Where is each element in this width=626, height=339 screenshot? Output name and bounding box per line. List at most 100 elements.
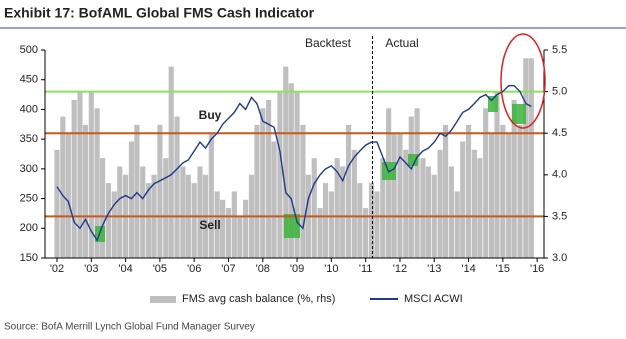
bar xyxy=(317,208,323,258)
y2-tick-label: 4.5 xyxy=(552,127,567,139)
bar xyxy=(465,124,472,258)
highlight-box xyxy=(512,104,526,124)
y-tick-label: 150 xyxy=(20,252,38,264)
bar xyxy=(260,108,266,259)
y2-tick-label: 5.0 xyxy=(552,86,567,98)
bar xyxy=(214,191,220,258)
highlight-box xyxy=(284,214,300,238)
bar xyxy=(311,158,317,258)
bar xyxy=(340,166,346,258)
legend-label: MSCI ACWI xyxy=(404,293,463,305)
bar xyxy=(157,124,163,258)
bar xyxy=(54,149,60,258)
bar xyxy=(111,191,117,258)
y-tick-label: 300 xyxy=(20,163,38,175)
bar xyxy=(357,183,363,258)
x-tick-label: '03 xyxy=(84,263,98,275)
bar xyxy=(71,99,77,258)
annotation: Actual xyxy=(385,36,418,50)
x-tick-label: '14 xyxy=(461,263,475,275)
bar xyxy=(454,191,460,258)
x-tick-label: '02 xyxy=(50,263,64,275)
bar xyxy=(386,108,392,259)
x-tick-label: '16 xyxy=(530,263,544,275)
bar xyxy=(460,141,466,258)
bar xyxy=(168,66,174,258)
bar xyxy=(368,183,375,258)
bar xyxy=(180,166,186,258)
x-tick-label: '12 xyxy=(393,263,407,275)
y-tick-label: 250 xyxy=(20,192,38,204)
bar xyxy=(471,149,477,258)
y-tick-label: 350 xyxy=(20,133,38,145)
bar xyxy=(243,199,249,258)
bar xyxy=(128,141,134,258)
bar xyxy=(65,133,71,258)
y2-tick-label: 3.0 xyxy=(552,252,567,264)
bar xyxy=(254,124,260,258)
bar xyxy=(266,99,272,258)
bar xyxy=(494,91,500,258)
x-tick-label: '06 xyxy=(187,263,201,275)
bar xyxy=(408,116,414,258)
bar xyxy=(511,99,517,258)
bar xyxy=(197,166,203,258)
legend-swatch xyxy=(150,296,176,303)
bar xyxy=(237,216,243,258)
bar xyxy=(88,91,94,258)
x-tick-label: '15 xyxy=(496,263,510,275)
x-tick-label: '04 xyxy=(118,263,132,275)
bar xyxy=(334,158,340,258)
bar xyxy=(271,141,277,258)
x-tick-label: '10 xyxy=(324,263,338,275)
bar xyxy=(191,183,197,258)
bar xyxy=(174,116,180,258)
plot-area: 150 200 250 300 350 400 450 500 3.0 3.5 4.0 4.5 5.0 5… xyxy=(20,36,567,275)
annotation: Sell xyxy=(199,218,220,232)
bar xyxy=(500,124,506,258)
bar xyxy=(82,124,89,258)
bar xyxy=(300,124,306,258)
bar xyxy=(414,108,420,259)
bar xyxy=(517,124,523,258)
bar xyxy=(420,158,426,258)
x-tick-label: '07 xyxy=(221,263,235,275)
bar xyxy=(397,133,403,258)
highlight-box xyxy=(408,154,418,166)
highlight-ellipse xyxy=(500,33,546,129)
y2-tick-label: 4.0 xyxy=(552,169,567,181)
line xyxy=(56,85,532,242)
bar xyxy=(208,133,214,258)
bar xyxy=(345,124,352,258)
bar xyxy=(442,124,449,258)
bar xyxy=(134,124,140,258)
bar xyxy=(294,91,300,258)
y-tick-label: 200 xyxy=(20,222,38,234)
bar xyxy=(322,183,329,258)
bar xyxy=(528,58,534,258)
bar xyxy=(277,91,283,258)
annotation: Backtest xyxy=(305,36,352,50)
bar xyxy=(391,133,397,258)
bar xyxy=(288,83,294,258)
bar xyxy=(105,183,112,258)
bar xyxy=(140,166,146,258)
y-tick-label: 450 xyxy=(20,74,38,86)
x-tick-label: '08 xyxy=(256,263,270,275)
y2-tick-label: 3.5 xyxy=(552,210,567,222)
bar xyxy=(283,66,289,258)
bar xyxy=(225,208,232,258)
x-tick-label: '11 xyxy=(359,263,373,275)
bar xyxy=(163,158,169,258)
bar xyxy=(374,191,380,258)
y-tick-label: 500 xyxy=(20,44,38,56)
source: Source: BofA Merrill Lynch Global Fund M… xyxy=(4,322,255,333)
highlight-box xyxy=(488,96,498,112)
y2-tick-label: 5.5 xyxy=(552,44,567,56)
bar xyxy=(477,158,483,258)
bar xyxy=(146,183,152,258)
bar xyxy=(437,149,443,258)
bar xyxy=(448,166,454,258)
bar xyxy=(363,208,369,258)
bar xyxy=(425,166,431,258)
